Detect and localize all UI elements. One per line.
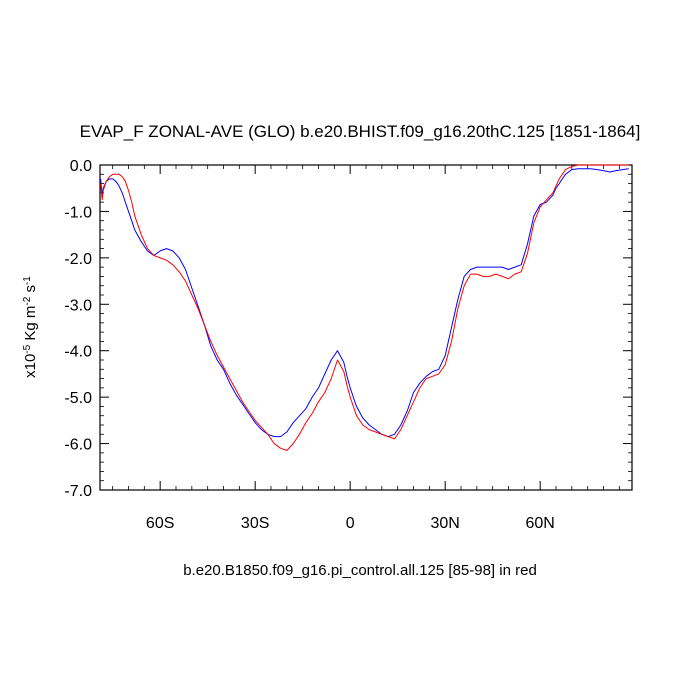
y-tick-label: -7.0 — [64, 483, 92, 500]
y-tick-label: -3.0 — [64, 297, 92, 314]
series-lines — [100, 164, 629, 451]
x-tick-label: 0 — [346, 515, 355, 532]
axis-tick-labels: 0.0 -1.0 -2.0 -3.0 -4.0 -5.0 -6.0 -7.0 60S 30S 0 30… — [64, 158, 554, 532]
plot-area: 0.0 -1.0 -2.0 -3.0 -4.0 -5.0 -6.0 -7.0 60S 30S 0 30… — [64, 158, 633, 532]
x-tick-label: 30S — [241, 515, 269, 532]
x-tick-label: 60S — [146, 515, 174, 532]
y-tick-label: -2.0 — [64, 251, 92, 268]
plot-frame — [99, 164, 633, 491]
series-line-2 — [100, 164, 629, 451]
y-tick-label: -5.0 — [64, 390, 92, 407]
x-tick-label: 30N — [430, 515, 459, 532]
y-tick-label: -1.0 — [64, 204, 92, 221]
y-tick-label: -6.0 — [64, 437, 92, 454]
y-tick-label: -4.0 — [64, 344, 92, 361]
y-axis-label: x10-5 Kg m-2 s-1 — [22, 276, 40, 378]
y-tick-label: 0.0 — [70, 158, 92, 175]
x-tick-label: 60N — [525, 515, 554, 532]
series-line-1 — [100, 168, 629, 438]
chart-title: EVAP_F ZONAL-AVE (GLO) b.e20.BHIST.f09_g… — [80, 122, 641, 141]
axis-ticks — [100, 164, 632, 491]
chart-caption: b.e20.B1850.f09_g16.pi_control.all.125 [… — [183, 562, 537, 579]
